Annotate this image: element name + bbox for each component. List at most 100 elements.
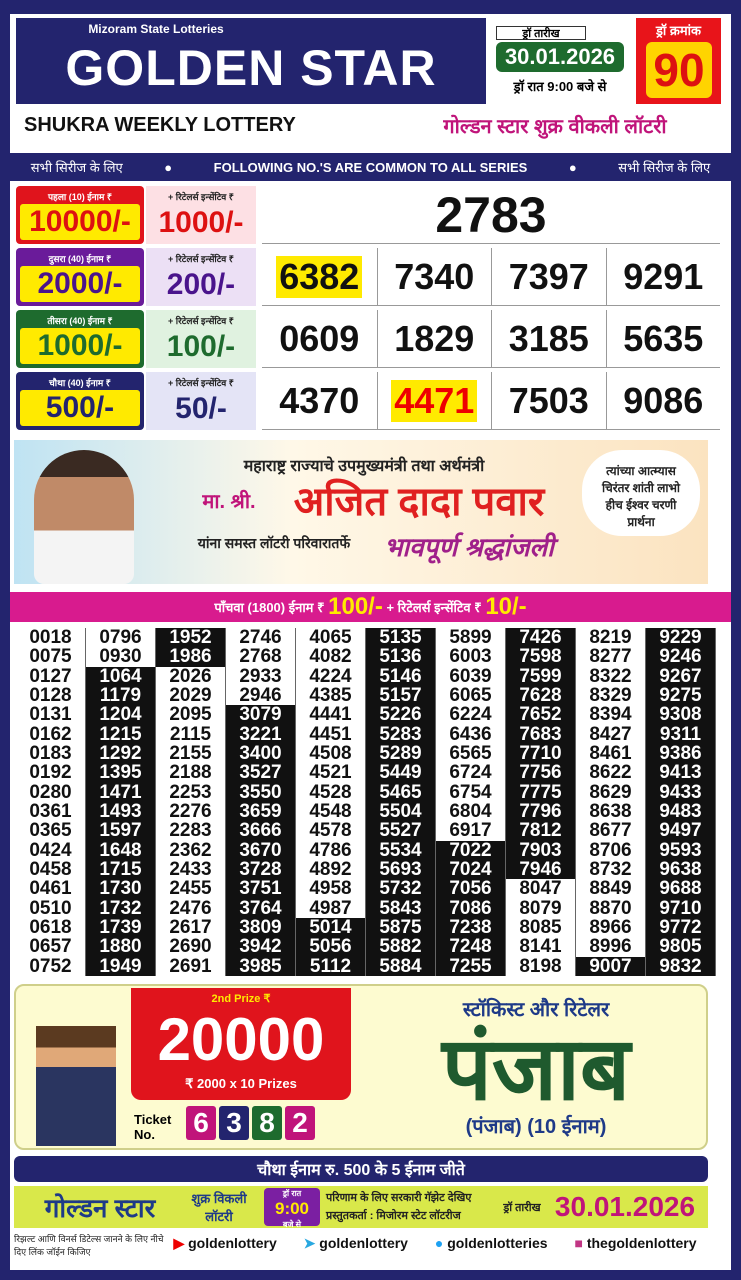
fifth-number: 0424 (16, 841, 86, 860)
fifth-number: 9772 (646, 918, 716, 938)
fifth-number: 0162 (16, 725, 86, 744)
banner: महाराष्ट्र राज्याचे उपमुख्यमंत्री तथा अर… (14, 440, 708, 584)
fifth-number: 2026 (156, 667, 226, 686)
fifth-number: 2188 (156, 763, 226, 783)
fifth-number: 0127 (16, 667, 86, 686)
fifth-number: 1215 (86, 725, 156, 744)
fifth-number: 5899 (436, 628, 506, 648)
common-center: FOLLOWING NO.'S ARE COMMON TO ALL SERIES (213, 159, 528, 175)
fifth-number: 4578 (296, 821, 366, 841)
fifth-number: 6917 (436, 821, 506, 841)
fifth-number: 0930 (86, 647, 156, 667)
fifth-number: 6804 (436, 802, 506, 822)
draw-no: 90 (646, 42, 712, 98)
winning-number: 6382 (276, 255, 363, 298)
fifth-number: 7598 (506, 647, 576, 667)
fifth-number: 5014 (296, 918, 366, 938)
fifth-number: 3670 (226, 841, 296, 860)
fifth-number: 8047 (506, 879, 576, 899)
fifth-number: 0183 (16, 744, 86, 764)
fifth-number: 8141 (506, 937, 576, 957)
fifth-number: 3809 (226, 918, 296, 938)
fifth-number: 5843 (366, 899, 436, 918)
fifth-number: 3550 (226, 783, 296, 802)
youtube-handle: goldenlottery (188, 1234, 277, 1251)
winning-number: 9291 (623, 255, 704, 297)
winning-number: 2783 (435, 186, 547, 243)
fifth-number: 9688 (646, 879, 716, 899)
fifth-number: 6754 (436, 783, 506, 802)
winning-number: 5635 (623, 317, 704, 359)
fifth-number: 2283 (156, 821, 226, 841)
promo-amount: 20000 (157, 1005, 325, 1073)
telegram[interactable]: ➤ goldenlottery (303, 1234, 408, 1251)
fifth-number: 1732 (86, 899, 156, 918)
fifth-number: 1395 (86, 763, 156, 783)
fifth-number: 5732 (366, 879, 436, 899)
fifth-number: 2115 (156, 725, 226, 744)
fifth-number: 5289 (366, 744, 436, 764)
prize-cell: 4370 (262, 372, 377, 430)
fifth-number: 8198 (506, 957, 576, 976)
state-note: (पंजाब) (10 ईनाम) (465, 1115, 607, 1138)
winning-number: 7397 (508, 255, 589, 297)
fifth-number: 9229 (646, 628, 716, 648)
retailer-box (146, 310, 256, 368)
fifth-number: 5449 (366, 763, 436, 783)
fifth-label: पाँचवा (1800) ईनाम ₹ (214, 600, 325, 615)
fifth-number: 6224 (436, 705, 506, 725)
fifth-number: 6436 (436, 725, 506, 744)
fifth-number: 7812 (506, 821, 576, 841)
social: ▶ goldenlottery ➤ goldenlottery ● golden… (160, 1230, 710, 1256)
fifth-number: 8849 (576, 879, 646, 899)
retailer-label: + रिटेलर्स इन्सेंटिव ₹ (168, 315, 234, 326)
fifth-number: 1715 (86, 860, 156, 880)
fifth-number: 1730 (86, 879, 156, 899)
prize-cell: 1829 (376, 310, 491, 368)
fifth-number: 6724 (436, 763, 506, 783)
fifth-number: 2433 (156, 860, 226, 880)
fifth-number: 2362 (156, 841, 226, 860)
prize-cell: 7503 (491, 372, 606, 430)
state: पंजाब (441, 1019, 631, 1118)
fifth-number: 4958 (296, 879, 366, 899)
prize-cell: 0609 (262, 310, 377, 368)
fifth-number: 5226 (366, 705, 436, 725)
fifth-number: 8622 (576, 763, 646, 783)
retailer-label: + रिटेलर्स इन्सेंटिव ₹ (168, 253, 234, 264)
fifth-number: 1204 (86, 705, 156, 725)
footer-time-bottom: बजे से (282, 1220, 302, 1229)
fifth-number: 2029 (156, 686, 226, 706)
footer-time-box: ड्रॉ रात 9:00 बजे से (264, 1188, 320, 1229)
fifth-number: 0075 (16, 647, 86, 667)
prize-cell: 2783 (262, 186, 720, 244)
fifth-number: 8322 (576, 667, 646, 686)
fifth-retailer-label: + रिटेलर्स इन्सेंटिव ₹ (386, 600, 482, 615)
draw-date-label: ड्रॉ तारीख (496, 26, 586, 40)
fifth-number: 2253 (156, 783, 226, 802)
fifth-number: 5157 (366, 686, 436, 706)
org: Mizoram State Lotteries (88, 22, 224, 36)
fifth-number: 4521 (296, 763, 366, 783)
fifth-retailer: 10/- (485, 593, 527, 620)
promo-figure (36, 1026, 116, 1146)
banner-line3: यांना समस्त लॉटरी परिवारातर्फे (197, 534, 351, 551)
fifth-number: 8277 (576, 647, 646, 667)
fifth-number: 7628 (506, 686, 576, 706)
twitter[interactable]: ● goldenlotteries (434, 1235, 548, 1251)
fifth-number: 0752 (16, 957, 86, 976)
fifth-number: 4385 (296, 686, 366, 706)
fifth-number: 2691 (156, 957, 226, 976)
fifth-number: 0461 (16, 879, 86, 899)
fifth-number: 3751 (226, 879, 296, 899)
strip: चौथा ईनाम रु. 500 के 5 ईनाम जीते (14, 1156, 708, 1182)
retailer-amount: 1000/- (158, 206, 244, 239)
fifth-number: 9007 (576, 957, 646, 976)
instagram[interactable]: ■ thegoldenlottery (574, 1235, 697, 1251)
stockist: स्टॉकिस्ट और रिटेलर (462, 998, 610, 1021)
fifth-number: 5504 (366, 802, 436, 822)
fifth-number: 2155 (156, 744, 226, 764)
prize-label: चौथा (40) ईनाम ₹ (49, 377, 111, 388)
youtube[interactable]: ▶ goldenlottery (173, 1234, 277, 1251)
fifth-number: 9267 (646, 667, 716, 686)
